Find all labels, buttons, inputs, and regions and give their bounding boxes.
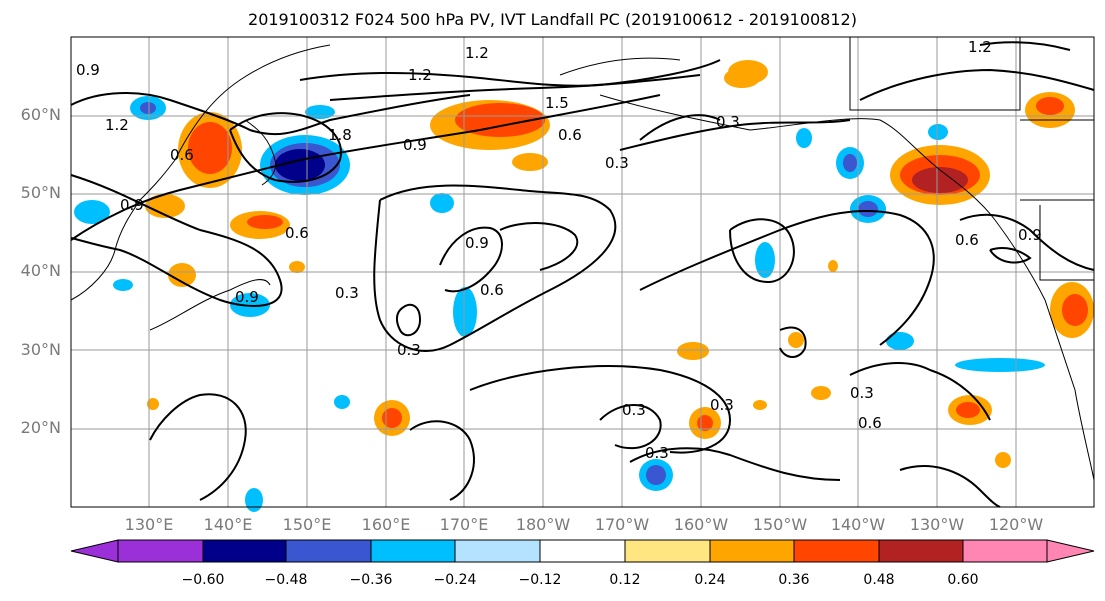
contour-label: 0.9 [1018,226,1042,244]
colorbar-tick: 0.60 [947,572,979,588]
contour-label: 0.6 [285,224,309,242]
contour-label: 0.9 [465,234,489,252]
contour-label: 0.3 [335,284,359,302]
contour-label: 1.2 [465,44,489,62]
colorbar-tick: −0.12 [518,572,562,588]
contour-label: 1.2 [105,116,129,134]
contour-label: 1.2 [968,38,992,56]
contour-labels: 0.9 1.2 1.2 0.6 0.9 0.6 0.3 0.9 0.6 0.3 … [76,38,1042,462]
lon-label: 150°E [282,515,332,534]
contour-label: 1.8 [328,126,352,144]
contour-label: 0.3 [622,401,646,419]
contour-label: 0.6 [558,126,582,144]
contour-label: 1.2 [408,66,432,84]
lon-label: 130°E [124,515,174,534]
contour-label: 0.3 [605,154,629,172]
colorbar-tick: −0.24 [433,572,477,588]
lon-label: 170°E [439,515,489,534]
colorbar-tick: −0.60 [181,572,225,588]
lon-label: 140°E [203,515,253,534]
colorbar-tick: −0.48 [264,572,308,588]
colorbar-tick: 0.24 [694,572,726,588]
contour-label: 0.3 [645,444,669,462]
lat-label: 40°N [20,261,61,280]
lat-label: 50°N [20,183,61,202]
contour-label: 0.9 [120,196,144,214]
contour-label: 0.6 [170,146,194,164]
lon-label: 180°W [515,515,571,534]
contour-label: 0.3 [850,384,874,402]
lon-label: 140°W [830,515,886,534]
contour-label: 0.3 [710,396,734,414]
lon-label: 150°W [752,515,808,534]
colorbar-tick: 0.48 [863,572,895,588]
colorbar-tick: 0.36 [778,572,810,588]
contour-label: 1.5 [545,94,569,112]
lon-label: 120°W [988,515,1044,534]
colorbar [70,539,1095,563]
contour-label: 0.6 [480,281,504,299]
colorbar-tick: 0.12 [609,572,641,588]
lon-label: 160°E [361,515,411,534]
lat-label: 30°N [20,340,61,359]
lon-label: 170°W [594,515,650,534]
contour-label: 0.3 [397,341,421,359]
lat-label: 20°N [20,418,61,437]
contour-label: 0.6 [858,414,882,432]
contour-label: 0.6 [955,231,979,249]
contour-label: 0.9 [76,61,100,79]
contour-label: 0.9 [403,136,427,154]
coastlines [70,37,1095,481]
lat-label: 60°N [20,105,61,124]
contour-label: 0.3 [716,113,740,131]
map-title: 2019100312 F024 500 hPa PV, IVT Landfall… [248,10,857,29]
colorbar-tick: −0.36 [349,572,393,588]
contour-label: 0.9 [235,288,259,306]
pv-contours [70,41,1095,508]
pv-anomaly-shading [74,60,1094,512]
lon-label: 160°W [673,515,729,534]
lon-label: 130°W [909,515,965,534]
